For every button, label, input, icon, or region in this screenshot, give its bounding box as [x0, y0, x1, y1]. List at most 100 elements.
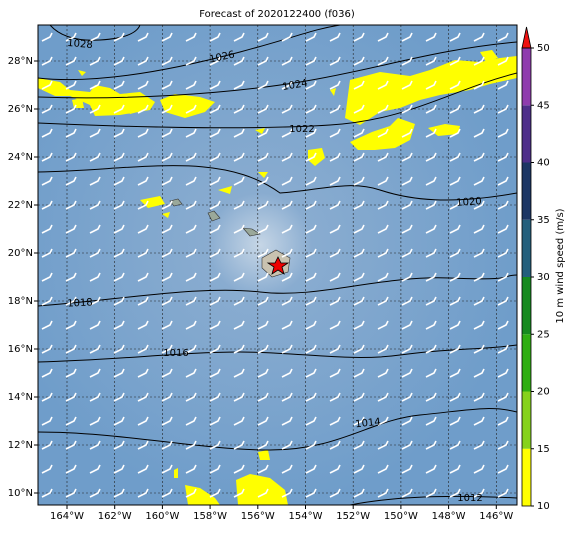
wind-barb: [233, 104, 245, 114]
wind-barb: [113, 296, 125, 306]
wind-barb: [473, 296, 485, 306]
wind-barb: [281, 464, 293, 474]
wind-barb: [305, 488, 317, 498]
wind-barb: [473, 56, 485, 66]
wind-barb: [233, 344, 245, 354]
lon-label: 150°W: [384, 511, 418, 522]
wind-barb: [41, 488, 53, 498]
wind-barb: [305, 392, 317, 402]
wind-barb: [65, 248, 77, 258]
wind-barb: [329, 104, 341, 114]
wind-barb: [473, 224, 485, 234]
wind-barb: [377, 272, 389, 282]
wind-barb: [89, 128, 101, 138]
wind-barb: [281, 488, 293, 498]
wind-barb: [281, 392, 293, 402]
lon-label: 162°W: [98, 511, 132, 522]
wind-barb: [281, 368, 293, 378]
wind-barb: [425, 224, 437, 234]
wind-barb: [281, 416, 293, 426]
wind-barb: [89, 224, 101, 234]
wind-barb: [257, 32, 269, 42]
wind-barb: [377, 440, 389, 450]
wind-barb: [161, 128, 173, 138]
wind-barb: [281, 152, 293, 162]
wind-barb: [401, 56, 413, 66]
wind-barb: [425, 80, 437, 90]
wind-barb: [401, 224, 413, 234]
isobar-label: 1026: [209, 49, 236, 65]
wind-barb: [449, 224, 461, 234]
wind-barb: [425, 488, 437, 498]
wind-barb: [41, 224, 53, 234]
wind-barb: [449, 368, 461, 378]
wind-barb: [209, 368, 221, 378]
wind-barb: [257, 248, 269, 258]
wind-barb: [185, 56, 197, 66]
wind-barb: [353, 152, 365, 162]
wind-barb: [209, 464, 221, 474]
lon-label: 160°W: [145, 511, 179, 522]
colorbar: 10 15 20 25 30 35 40 45 50: [521, 26, 550, 512]
wind-barb: [113, 32, 125, 42]
wind-barb: [449, 464, 461, 474]
wind-barb: [281, 200, 293, 210]
wind-barb: [65, 128, 77, 138]
wind-barb: [161, 320, 173, 330]
wind-barb: [185, 104, 197, 114]
wind-barb: [497, 248, 509, 258]
colorbar-segment: [522, 391, 531, 449]
wind-barb: [353, 80, 365, 90]
wind-barb: [425, 32, 437, 42]
colorbar-tick-label: 25: [537, 329, 550, 340]
wind-barb: [233, 296, 245, 306]
wind-barb: [161, 152, 173, 162]
wind-barb: [377, 200, 389, 210]
wind-barb: [449, 32, 461, 42]
wind-barb: [233, 464, 245, 474]
wind-barb: [137, 104, 149, 114]
wind-barb: [113, 128, 125, 138]
wind-barb: [281, 272, 293, 282]
wind-barb: [425, 464, 437, 474]
wind-barb: [497, 296, 509, 306]
wind-barb: [473, 152, 485, 162]
wind-barb: [233, 128, 245, 138]
wind-barb: [89, 440, 101, 450]
wind-barb: [89, 176, 101, 186]
wind-barb: [65, 344, 77, 354]
wind-barb: [65, 152, 77, 162]
wind-barb: [305, 32, 317, 42]
wind-barb: [65, 368, 77, 378]
isobar-label: 1022: [289, 124, 314, 135]
wind-barb: [233, 416, 245, 426]
wind-barb: [185, 152, 197, 162]
wind-barb: [257, 464, 269, 474]
wind-barb: [185, 248, 197, 258]
wind-barb: [377, 80, 389, 90]
lon-label: 164°W: [50, 511, 84, 522]
wind-barb: [137, 200, 149, 210]
wind-barb: [209, 80, 221, 90]
wind-barb: [449, 248, 461, 258]
wind-barb: [401, 416, 413, 426]
wind-barb: [329, 344, 341, 354]
wind-barb: [449, 296, 461, 306]
wind-barb: [473, 392, 485, 402]
wind-barb: [497, 344, 509, 354]
wind-barb: [41, 56, 53, 66]
wind-barb: [497, 128, 509, 138]
colorbar-segment: [522, 105, 531, 163]
wind-barb: [185, 176, 197, 186]
wind-barb: [353, 272, 365, 282]
wind-barb: [449, 176, 461, 186]
wind-barb: [377, 416, 389, 426]
wind-barb: [449, 416, 461, 426]
wind-barb: [185, 200, 197, 210]
wind-barb: [257, 488, 269, 498]
wind-barb: [329, 248, 341, 258]
wind-barb: [257, 128, 269, 138]
wind-barb: [209, 416, 221, 426]
wind-barb: [401, 248, 413, 258]
wind-barb: [113, 368, 125, 378]
